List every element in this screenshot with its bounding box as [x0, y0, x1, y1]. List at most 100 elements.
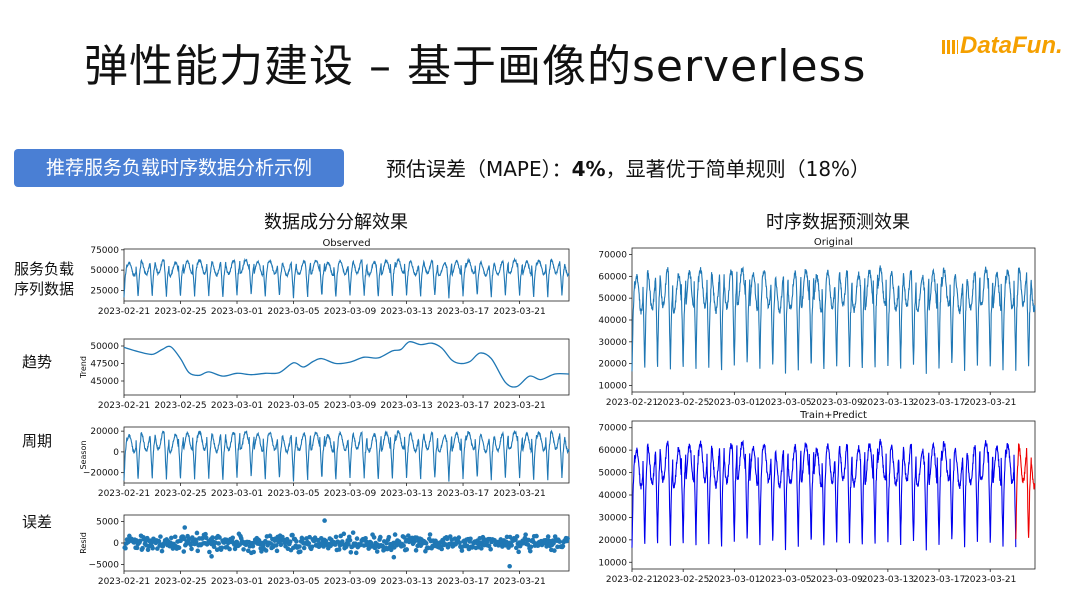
- resid-point: [527, 548, 533, 554]
- resid-point: [560, 543, 566, 549]
- resid-point: [309, 544, 315, 550]
- train_predict-xtick-label: 2023-02-25: [657, 575, 709, 585]
- original-xtick-label: 2023-03-09: [811, 398, 864, 408]
- observed-xtick-label: 2023-02-21: [98, 307, 150, 317]
- original-ytick-label: 70000: [598, 251, 627, 261]
- resid-point: [188, 542, 194, 548]
- resid-point: [528, 544, 534, 550]
- resid-point: [545, 534, 551, 539]
- chart-original: Original 70000 60000 50000 40000 30000 20000 10…: [598, 237, 1036, 408]
- resid-point: [457, 540, 462, 546]
- season-xtick-label: 2023-02-21: [98, 489, 150, 499]
- resid-point: [176, 545, 182, 551]
- resid-point: [123, 545, 128, 551]
- resid-point: [341, 531, 347, 537]
- resid-point: [312, 535, 318, 541]
- observed-title: Observed: [322, 238, 370, 249]
- resid-ytick-label: 0: [113, 539, 119, 549]
- trend-xtick-label: 2023-03-17: [437, 401, 489, 411]
- resid-point: [263, 548, 269, 553]
- resid-ytick-label: −5000: [89, 561, 120, 571]
- original-xtick-label: 2023-02-25: [657, 398, 709, 408]
- trend-xtick-label: 2023-02-25: [154, 401, 206, 411]
- observed-ytick-label: 75000: [90, 246, 119, 256]
- resid-point: [306, 541, 312, 546]
- mape-statement: 预估误差（MAPE）：4%，显著优于简单规则（18%）: [386, 153, 870, 182]
- resid-point: [336, 547, 342, 552]
- decomposition-section-title: 数据成分分解效果: [264, 212, 408, 233]
- resid-point: [159, 548, 165, 554]
- resid-point: [134, 545, 140, 551]
- train_predict-xtick-label: 2023-02-21: [606, 575, 658, 585]
- original-ytick-label: 60000: [598, 272, 627, 282]
- resid-point: [404, 547, 410, 552]
- train_predict-xtick-label: 2023-03-13: [862, 575, 914, 585]
- resid-point: [284, 536, 290, 542]
- resid-point: [145, 547, 151, 553]
- resid-point: [172, 534, 178, 540]
- row-label-period: 周期: [22, 432, 53, 450]
- original-ytick-label: 20000: [598, 360, 627, 370]
- season-frame: [123, 426, 570, 484]
- resid-point: [509, 543, 514, 548]
- season-ylabel: Season: [79, 440, 88, 469]
- train_predict-xtick-label: 2023-03-01: [708, 575, 760, 585]
- train_predict-ytick-label: 60000: [598, 446, 627, 456]
- resid-point: [456, 535, 462, 540]
- row-label-load-line2: 序列数据: [14, 280, 75, 298]
- resid-xtick-label: 2023-03-05: [267, 577, 319, 587]
- resid-point: [156, 538, 162, 544]
- resid-ytick-label: 5000: [96, 517, 119, 527]
- resid-point: [203, 535, 209, 541]
- observed-xtick-label: 2023-03-01: [211, 307, 263, 317]
- resid-point: [301, 545, 307, 551]
- train_predict-xtick-label: 2023-03-21: [964, 575, 1016, 585]
- observed-xtick-label: 2023-03-13: [380, 307, 432, 317]
- resid-point: [227, 546, 232, 552]
- resid-point: [200, 536, 205, 541]
- chart-resid: Resid 5000 0 −5000 2023-02-21 2023-02-25 2023-…: [79, 514, 570, 587]
- season-ytick-label: 0: [113, 448, 119, 458]
- train_predict-xtick-label: 2023-03-05: [759, 575, 811, 585]
- resid-point: [346, 542, 351, 547]
- resid-point: [386, 534, 392, 540]
- resid-point: [216, 541, 222, 546]
- resid-point: [273, 543, 279, 548]
- resid-point: [195, 548, 201, 554]
- resid-point: [552, 548, 557, 553]
- resid-point: [354, 536, 360, 541]
- row-label-load: 服务负载 序列数据: [14, 259, 74, 299]
- resid-point: [402, 535, 407, 540]
- resid-point: [256, 538, 262, 543]
- resid-point: [468, 536, 473, 542]
- observed-series-line: [123, 257, 570, 299]
- season-xtick-label: 2023-03-01: [211, 489, 263, 499]
- resid-point: [300, 536, 305, 542]
- resid-point: [211, 544, 217, 550]
- observed-frame: [123, 248, 570, 302]
- mape-value: 4%: [571, 157, 606, 181]
- original-xtick-label: 2023-03-05: [759, 398, 811, 408]
- resid-point: [137, 538, 143, 544]
- resid-point: [230, 535, 236, 541]
- slide-title: 弹性能力建设 – 基于画像的serverless: [84, 41, 867, 92]
- resid-point: [209, 554, 214, 559]
- original-xtick-label: 2023-03-13: [862, 398, 914, 408]
- row-label-load-line1: 服务负载: [14, 260, 75, 278]
- resid-point: [298, 549, 303, 554]
- resid-point: [516, 549, 521, 555]
- resid-point: [350, 530, 356, 535]
- season-xtick-label: 2023-03-13: [380, 489, 432, 499]
- train_predict-ytick-label: 40000: [598, 491, 627, 501]
- resid-point: [287, 539, 293, 544]
- observed-xtick-label: 2023-03-21: [493, 307, 545, 317]
- resid-point: [322, 518, 327, 523]
- original-xtick-label: 2023-03-01: [708, 398, 760, 408]
- resid-xtick-label: 2023-03-01: [211, 577, 263, 587]
- trend-xtick-label: 2023-03-01: [211, 401, 263, 411]
- season-xtick-label: 2023-03-09: [324, 489, 377, 499]
- resid-point: [378, 534, 383, 540]
- resid-point: [297, 544, 302, 549]
